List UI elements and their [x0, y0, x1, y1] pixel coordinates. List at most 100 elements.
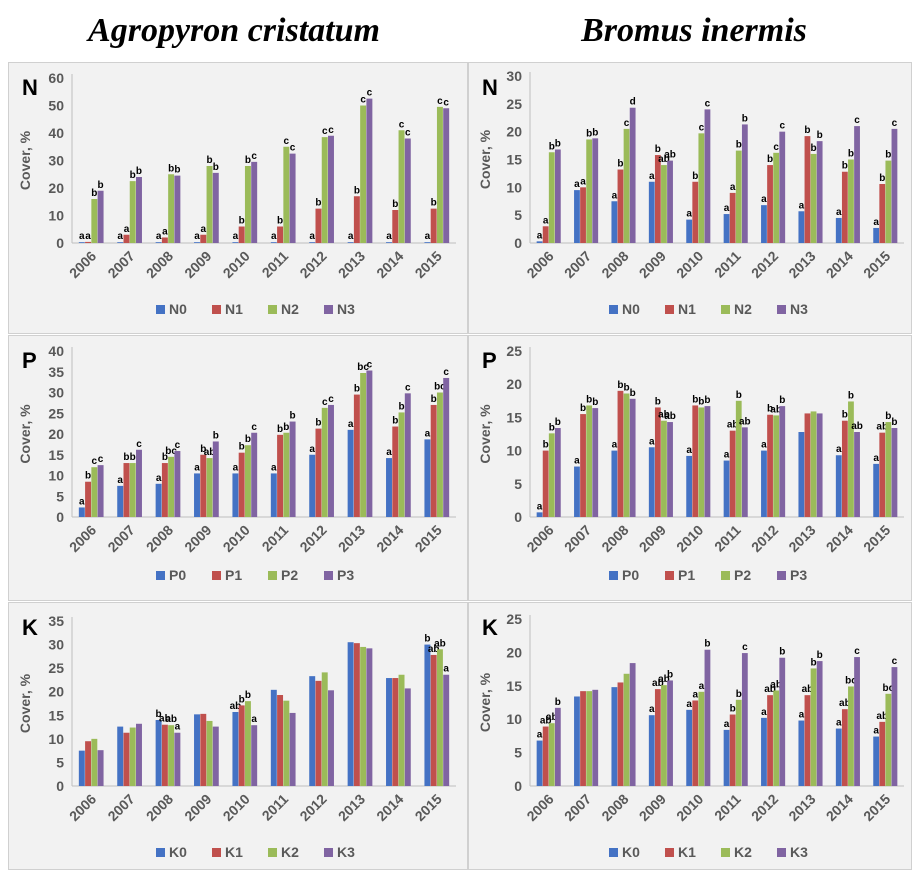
legend-swatch-n1 [665, 305, 674, 314]
bar-n2-2013 [810, 153, 817, 243]
y-tick-label: 20 [48, 180, 64, 196]
bar-k0-2009 [194, 714, 200, 786]
panel-label: K [482, 615, 498, 640]
significance-label: c [251, 151, 257, 162]
bar-k3-2012 [779, 657, 786, 786]
bar-k3-2009 [667, 680, 673, 786]
bar-n2-2012 [773, 152, 780, 243]
significance-label: b [174, 165, 180, 176]
significance-label: a [386, 447, 392, 458]
legend-swatch-k2 [268, 848, 277, 857]
y-tick-label: 0 [514, 509, 522, 525]
significance-label: a [761, 707, 767, 718]
significance-label: a [649, 436, 655, 447]
significance-label: b [392, 199, 398, 210]
bar-n3-2008 [174, 175, 181, 243]
y-tick-label: 35 [48, 613, 64, 629]
legend-label-p1: P1 [225, 567, 242, 583]
significance-label: b [424, 634, 430, 645]
y-tick-label: 20 [506, 124, 522, 140]
bar-k0-2013 [347, 642, 354, 786]
bar-n1-2007 [123, 234, 130, 243]
significance-label: b [136, 166, 142, 177]
significance-label: ab [165, 714, 177, 725]
y-tick-label: 20 [48, 426, 64, 442]
bar-n2-2008 [623, 128, 630, 243]
legend-label-n0: N0 [622, 301, 640, 317]
bar-k3-2015 [443, 674, 450, 786]
y-tick-label: 40 [48, 125, 64, 141]
bar-n0-2011 [270, 242, 277, 243]
y-tick-label: 10 [506, 443, 522, 459]
significance-label: a [761, 194, 767, 205]
y-axis-label: Cover, % [477, 129, 493, 189]
significance-label: a [271, 231, 277, 242]
bar-n3-2006 [97, 190, 104, 243]
significance-label: c [284, 136, 290, 147]
significance-label: c [405, 382, 411, 393]
significance-label: bc [845, 675, 857, 686]
legend-swatch-p3 [324, 571, 333, 580]
bar-n0-2006 [78, 242, 85, 243]
significance-label: c [705, 98, 711, 109]
bar-n1-2014 [841, 171, 848, 243]
bar-p1-2007 [123, 463, 130, 517]
bar-k1-2013 [804, 695, 811, 786]
significance-label: b [123, 452, 129, 463]
bar-n3-2012 [779, 131, 786, 243]
significance-label: ab [876, 422, 888, 433]
significance-label: bc [165, 446, 177, 457]
bar-n1-2015 [879, 183, 886, 243]
bar-k1-2007 [580, 691, 586, 786]
bar-p3-2014 [854, 432, 860, 517]
y-tick-label: 15 [506, 678, 522, 694]
significance-label: b [549, 141, 555, 152]
panel-label: N [22, 75, 38, 100]
significance-label: b [623, 382, 629, 393]
bar-k3-2013 [816, 661, 823, 786]
bar-p3-2012 [779, 406, 786, 517]
bar-p1-2013 [353, 394, 360, 517]
bar-k0-2011 [270, 689, 277, 786]
bar-n1-2009 [200, 234, 207, 243]
significance-label: a [309, 444, 315, 455]
significance-label: a [761, 440, 767, 451]
legend-swatch-p1 [212, 571, 221, 580]
y-tick-label: 10 [48, 731, 64, 747]
significance-label: c [443, 367, 449, 378]
significance-label: a [649, 171, 655, 182]
bar-k3-2007 [136, 723, 142, 786]
bar-p2-2013 [810, 411, 817, 517]
legend-swatch-n0 [156, 305, 165, 314]
bar-n0-2008 [611, 201, 618, 243]
legend-label-n0: N0 [169, 301, 187, 317]
bar-p2-2008 [168, 456, 175, 517]
bar-p1-2009 [654, 407, 661, 517]
bar-k0-2006 [536, 740, 543, 786]
bar-n1-2014 [392, 210, 399, 243]
bar-k1-2006 [542, 726, 549, 786]
significance-label: a [156, 473, 162, 484]
bar-k2-2013 [360, 646, 367, 786]
significance-label: a [386, 231, 392, 242]
bar-n1-2015 [430, 208, 437, 243]
y-tick-label: 15 [48, 707, 64, 723]
significance-label: a [836, 207, 842, 218]
significance-label: b [354, 384, 360, 395]
significance-label: b [730, 704, 736, 715]
significance-label: b [630, 388, 636, 399]
bar-p3-2009 [212, 441, 219, 517]
significance-label: a [251, 714, 257, 725]
significance-label: a [574, 456, 580, 467]
legend-label-k1: K1 [678, 844, 696, 860]
bar-n0-2014 [386, 242, 392, 243]
bar-k3-2015 [891, 667, 898, 786]
bar-p0-2014 [835, 455, 842, 517]
column-title-agropyron: Agropyron cristatum [88, 12, 380, 49]
bar-n3-2013 [816, 141, 823, 243]
bar-n3-2013 [366, 98, 373, 243]
significance-label: a [537, 501, 543, 512]
